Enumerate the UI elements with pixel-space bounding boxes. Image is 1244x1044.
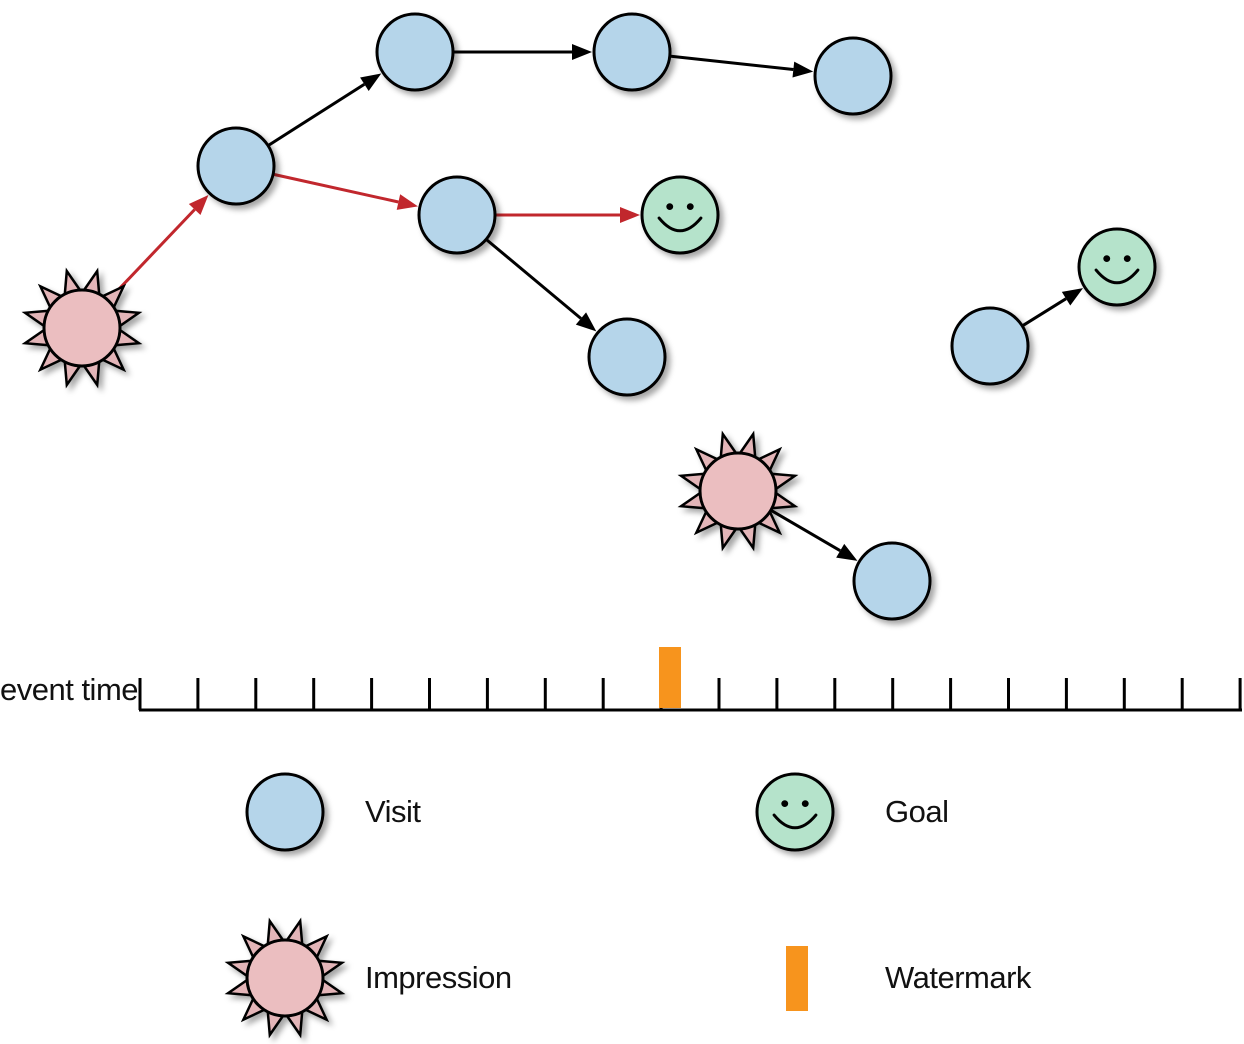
impression-node	[677, 430, 799, 552]
legend-goal-label: Goal	[885, 794, 948, 829]
edge-visit-to-visit	[485, 238, 597, 332]
event-time-axis: event time	[0, 647, 1242, 712]
visit-node	[852, 541, 932, 621]
starburst-icon	[224, 917, 346, 1039]
goal-node	[640, 175, 720, 255]
legend-visit-label: Visit	[365, 794, 421, 829]
edges-layer	[107, 44, 1084, 561]
legend-goal-icon	[755, 772, 835, 852]
edge-impression-to-visit	[107, 194, 209, 302]
impression-node	[21, 267, 143, 389]
legend-visit-icon	[245, 772, 325, 852]
visit-node	[813, 36, 893, 116]
legend-watermark-icon	[786, 946, 808, 1011]
legend-impression-label: Impression	[365, 960, 512, 995]
legend-watermark-label: Watermark	[885, 960, 1032, 995]
goal-node	[1077, 227, 1157, 307]
visit-node	[196, 126, 276, 206]
edge-visit-to-visit	[453, 44, 592, 60]
visit-node	[592, 12, 672, 92]
edge-impression-to-visit	[770, 508, 858, 561]
watermark-marker	[659, 647, 681, 708]
legend-impression-icon	[224, 917, 346, 1039]
visit-node	[587, 317, 667, 397]
edge-visit-to-visit-highlight	[272, 172, 418, 210]
visit-node	[375, 12, 455, 92]
visit-node	[950, 306, 1030, 386]
edge-visit-to-goal	[1021, 288, 1084, 328]
nodes-layer	[21, 12, 1157, 621]
legend: Visit Goal Impression Watermark	[224, 772, 1032, 1039]
visit-node	[417, 175, 497, 255]
axis-ticks	[138, 678, 1242, 710]
edge-visit-to-visit	[267, 73, 382, 147]
edge-visit-to-goal-highlight	[495, 207, 640, 223]
smiley-icon	[755, 772, 835, 852]
edge-visit-to-visit	[669, 54, 814, 78]
visit-icon	[245, 772, 325, 852]
axis-label: event time	[0, 672, 138, 707]
